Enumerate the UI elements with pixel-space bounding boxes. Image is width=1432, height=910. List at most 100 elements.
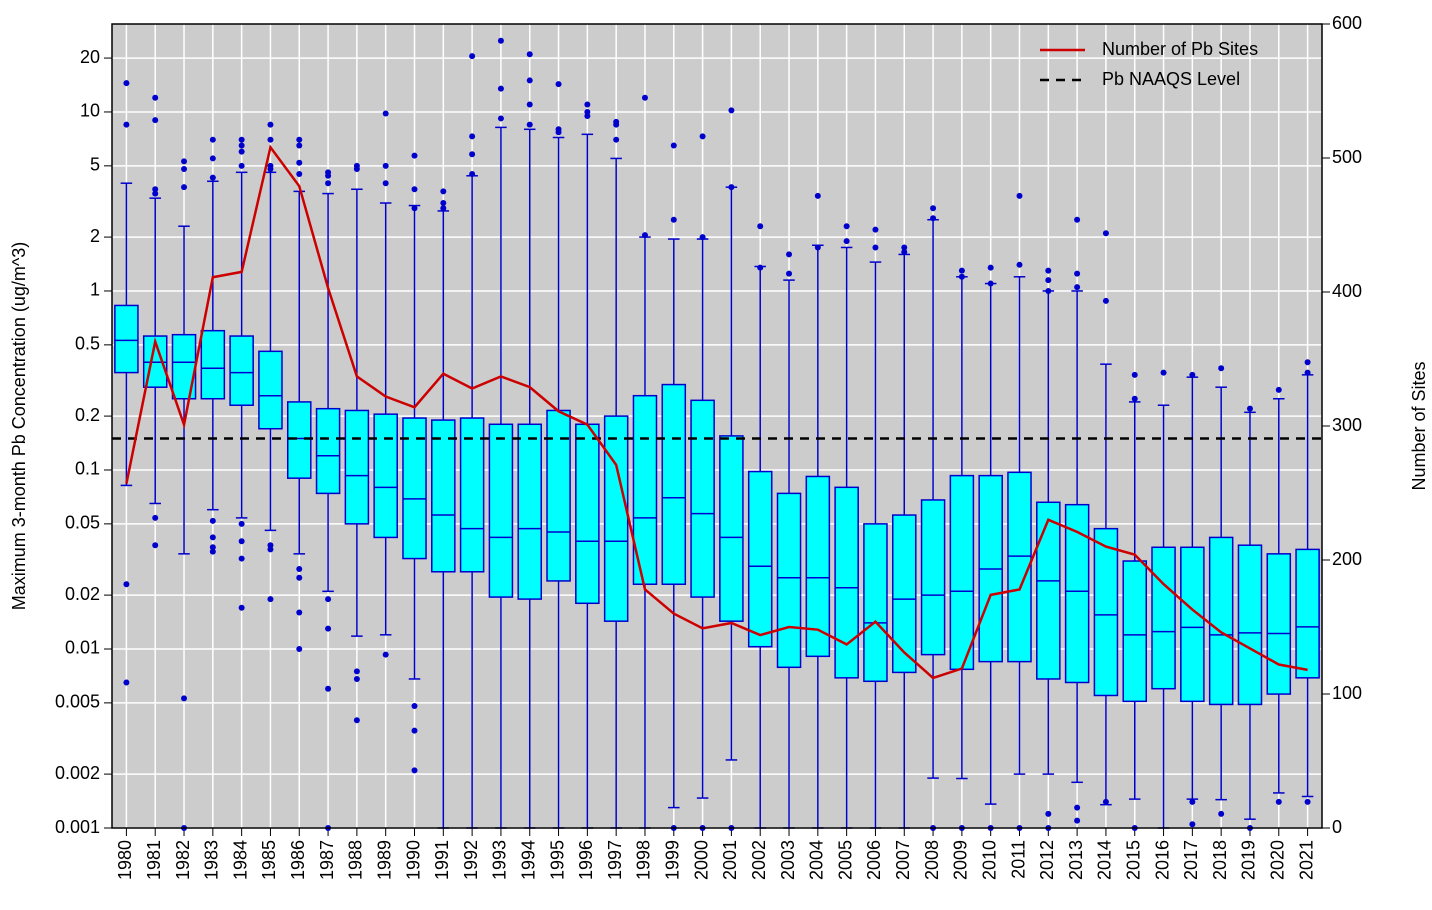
- x-tick-label: 1980: [115, 840, 135, 880]
- box: [1151, 546, 1176, 690]
- outlier: [814, 192, 821, 199]
- outlier: [353, 668, 360, 675]
- box: [776, 492, 802, 669]
- box: [805, 475, 831, 658]
- outlier: [843, 223, 850, 230]
- y-tick-label: 2: [90, 226, 100, 246]
- x-tick-label: 1988: [346, 840, 366, 880]
- box: [603, 415, 629, 622]
- outlier: [325, 172, 332, 179]
- box: [1237, 544, 1263, 706]
- outlier: [152, 186, 159, 193]
- legend-label: Pb NAAQS Level: [1102, 69, 1240, 89]
- y2-tick-label: 100: [1332, 683, 1362, 703]
- outlier: [469, 53, 476, 60]
- outlier: [238, 555, 245, 562]
- box: [1036, 501, 1061, 680]
- box: [1208, 536, 1234, 706]
- outlier: [497, 85, 504, 92]
- outlier: [267, 542, 274, 549]
- outlier: [181, 184, 188, 191]
- outlier: [497, 37, 504, 44]
- outlier: [325, 596, 332, 603]
- x-tick-label: 2008: [922, 840, 942, 880]
- box: [517, 423, 543, 600]
- box: [1122, 560, 1148, 703]
- outlier: [1275, 798, 1282, 805]
- x-tick-label: 1982: [173, 840, 193, 880]
- y-tick-label: 0.005: [55, 692, 100, 712]
- outlier: [526, 77, 533, 84]
- x-tick-label: 1992: [461, 840, 481, 880]
- outlier: [181, 158, 188, 165]
- outlier: [526, 51, 533, 58]
- outlier: [296, 574, 303, 581]
- outlier: [296, 142, 303, 149]
- outlier: [1102, 230, 1109, 237]
- outlier: [613, 121, 620, 128]
- outlier: [584, 112, 591, 119]
- outlier: [958, 267, 965, 274]
- box: [1007, 471, 1032, 663]
- outlier: [296, 136, 303, 143]
- outlier: [123, 121, 130, 128]
- outlier: [1246, 405, 1253, 412]
- outlier: [613, 136, 620, 143]
- outlier: [440, 205, 447, 212]
- outlier: [1304, 369, 1311, 376]
- outlier: [1074, 284, 1081, 291]
- x-tick-label: 2015: [1123, 840, 1143, 880]
- x-tick-label: 2000: [691, 840, 711, 880]
- y2-axis-label: Number of Sites: [1409, 361, 1429, 490]
- x-tick-label: 1997: [605, 840, 625, 880]
- box: [488, 423, 514, 598]
- box: [661, 383, 687, 585]
- box: [315, 407, 341, 495]
- x-tick-label: 2018: [1210, 840, 1230, 880]
- box: [344, 409, 370, 525]
- outlier: [325, 625, 332, 632]
- outlier: [1189, 821, 1196, 828]
- y2-tick-label: 400: [1332, 281, 1362, 301]
- outlier: [296, 159, 303, 166]
- outlier: [209, 155, 216, 162]
- y-tick-label: 0.5: [75, 334, 100, 354]
- x-tick-label: 1983: [202, 840, 222, 880]
- box: [114, 304, 139, 374]
- box: [200, 329, 226, 400]
- x-tick-label: 1986: [288, 840, 308, 880]
- box: [373, 413, 398, 539]
- outlier: [469, 151, 476, 158]
- outlier: [152, 542, 159, 549]
- outlier: [411, 205, 418, 212]
- x-tick-label: 1994: [518, 840, 538, 880]
- outlier: [901, 244, 908, 251]
- y-tick-label: 1: [90, 280, 100, 300]
- box: [949, 474, 975, 671]
- outlier: [930, 215, 937, 222]
- outlier: [469, 133, 476, 140]
- outlier: [238, 604, 245, 611]
- outlier: [152, 94, 159, 101]
- outlier: [699, 234, 706, 241]
- y-tick-label: 0.001: [55, 817, 100, 837]
- x-tick-label: 2001: [720, 840, 740, 880]
- y-tick-label: 0.002: [55, 763, 100, 783]
- x-tick-label: 1990: [403, 840, 423, 880]
- x-tick-label: 1987: [317, 840, 337, 880]
- y-axis-label: Maximum 3-month Pb Concentration (ug/m^3…: [9, 242, 29, 611]
- box: [920, 499, 946, 656]
- x-tick-label: 2006: [864, 840, 884, 880]
- outlier: [209, 534, 216, 541]
- box: [258, 350, 283, 430]
- outlier: [584, 101, 591, 108]
- legend-label: Number of Pb Sites: [1102, 39, 1258, 59]
- box: [1266, 553, 1292, 695]
- x-tick-label: 2004: [807, 840, 827, 880]
- outlier: [152, 190, 159, 197]
- x-tick-label: 2010: [979, 840, 999, 880]
- outlier: [728, 184, 735, 191]
- outlier: [411, 152, 418, 159]
- x-tick-label: 1989: [374, 840, 394, 880]
- x-tick-label: 2009: [951, 840, 971, 880]
